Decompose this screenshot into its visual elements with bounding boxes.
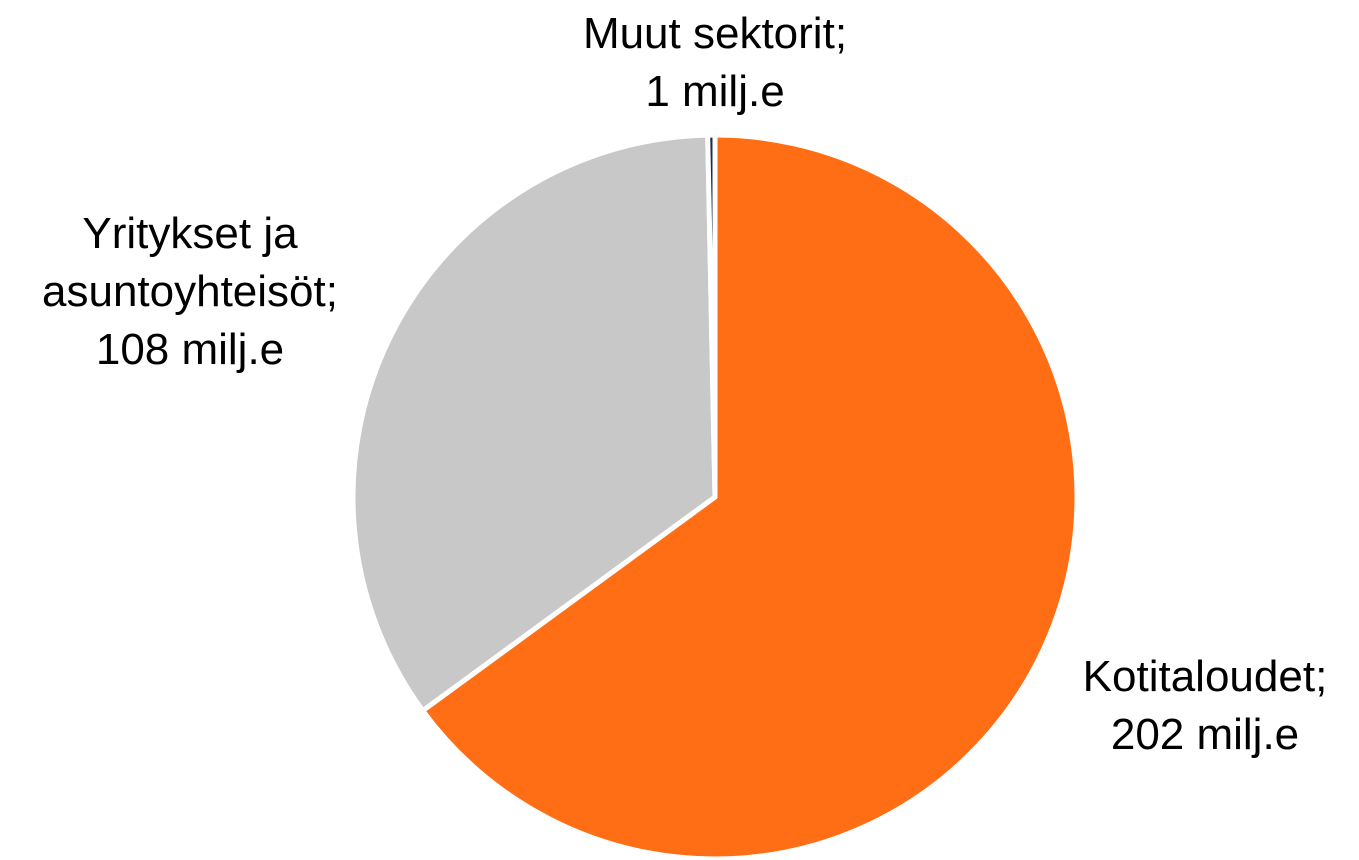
separator: ; xyxy=(834,9,848,58)
value-label: 108 milj.e xyxy=(95,325,285,374)
category-name: Kotitaloudet xyxy=(1082,652,1316,701)
value-label: 1 milj.e xyxy=(645,67,785,116)
slice-label: Muut sektorit; 1 milj.e xyxy=(510,5,920,121)
pie-slice xyxy=(705,132,718,500)
value-label: 202 milj.e xyxy=(1110,710,1300,759)
pie-slice xyxy=(350,132,718,714)
slice-label: Yritykset ja asuntoyhteisöt; 108 milj.e xyxy=(0,205,380,379)
slice-label: Kotitaloudet; 202 milj.e xyxy=(1055,648,1355,764)
separator: ; xyxy=(1315,652,1328,701)
category-name: Muut sektorit xyxy=(582,9,835,58)
separator: ; xyxy=(325,267,338,316)
category-name: Yritykset ja asuntoyhteisöt xyxy=(42,209,326,316)
pie-slice xyxy=(420,132,1080,860)
